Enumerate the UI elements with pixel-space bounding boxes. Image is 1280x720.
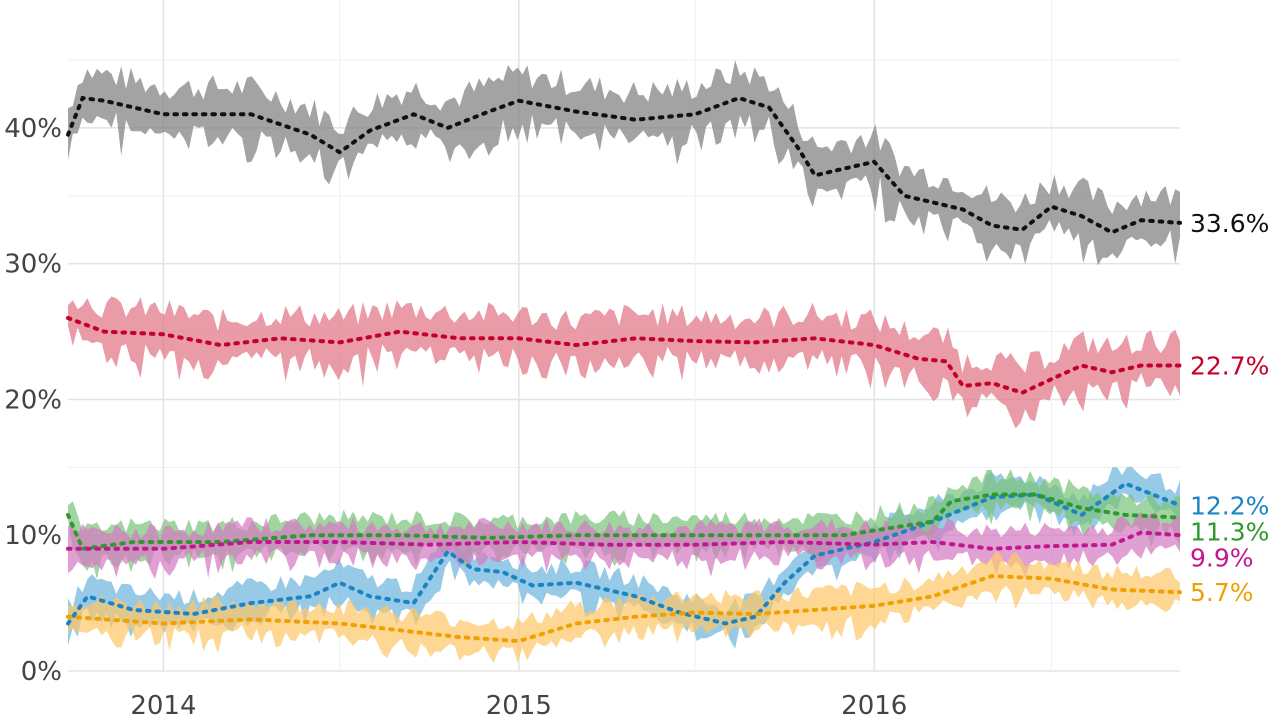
x-tick-label: 2016 — [841, 691, 907, 720]
x-axis-tick-labels: 2014 2015 2016 — [130, 691, 907, 720]
y-tick-label: 0% — [21, 657, 62, 687]
trend-lines — [66, 95, 1182, 644]
end-value-label-2: 12.2% — [1190, 491, 1269, 520]
end-value-label-1: 22.7% — [1190, 352, 1269, 381]
y-tick-label: 10% — [4, 521, 62, 551]
x-tick-label: 2015 — [486, 691, 552, 720]
end-value-label-0: 33.6% — [1190, 209, 1269, 238]
uncertainty-band-5 — [68, 550, 1180, 664]
uncertainty-band-4 — [68, 512, 1180, 580]
trend-line-4 — [66, 530, 1182, 551]
trend-line-0 — [66, 95, 1182, 235]
uncertainty-band-1 — [68, 296, 1180, 429]
uncertainty-band-3 — [68, 469, 1180, 580]
end-value-label-5: 5.7% — [1190, 578, 1254, 607]
x-tick-label: 2014 — [130, 691, 196, 720]
y-tick-label: 30% — [4, 250, 62, 280]
uncertainty-band-0 — [68, 60, 1180, 266]
y-tick-label: 40% — [4, 114, 62, 144]
end-value-labels: 33.6% 22.7% 12.2%11.3%9.9% 5.7% — [1190, 209, 1269, 607]
y-axis-tick-labels: 0% 10% 20% 30% 40% — [4, 114, 62, 687]
uncertainty-bands — [68, 60, 1180, 664]
trend-line-2 — [66, 481, 1182, 626]
trend-line-5 — [66, 573, 1182, 644]
end-value-label-4: 9.9% — [1190, 543, 1254, 572]
trend-line-3 — [66, 492, 1182, 551]
trend-line-1 — [66, 316, 1182, 395]
y-tick-label: 20% — [4, 385, 62, 415]
end-value-label-3: 11.3% — [1190, 517, 1269, 546]
